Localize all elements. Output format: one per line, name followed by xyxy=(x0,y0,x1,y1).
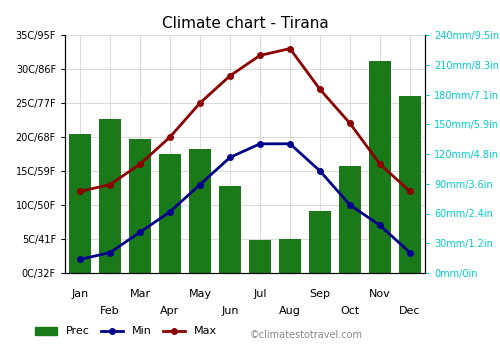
Text: ©climatestotravel.com: ©climatestotravel.com xyxy=(250,329,363,340)
Text: Feb: Feb xyxy=(100,306,120,316)
Text: Aug: Aug xyxy=(279,306,301,316)
Bar xyxy=(309,211,331,273)
Text: Sep: Sep xyxy=(310,289,330,299)
Bar xyxy=(99,119,121,273)
Text: Jul: Jul xyxy=(254,289,267,299)
Legend: Prec, Min, Max: Prec, Min, Max xyxy=(30,322,222,341)
Bar xyxy=(339,166,361,273)
Text: Jan: Jan xyxy=(72,289,88,299)
Title: Climate chart - Tirana: Climate chart - Tirana xyxy=(162,16,328,31)
Bar xyxy=(369,61,391,273)
Bar xyxy=(399,97,421,273)
Bar xyxy=(279,239,301,273)
Text: May: May xyxy=(188,289,212,299)
Text: Dec: Dec xyxy=(399,306,421,316)
Bar xyxy=(189,149,211,273)
Text: Oct: Oct xyxy=(340,306,359,316)
Text: Mar: Mar xyxy=(130,289,150,299)
Bar xyxy=(129,139,151,273)
Text: Nov: Nov xyxy=(369,289,391,299)
Text: Jun: Jun xyxy=(221,306,239,316)
Text: Apr: Apr xyxy=(160,306,180,316)
Bar xyxy=(159,154,181,273)
Bar xyxy=(249,240,271,273)
Bar xyxy=(69,134,91,273)
Bar xyxy=(219,186,241,273)
